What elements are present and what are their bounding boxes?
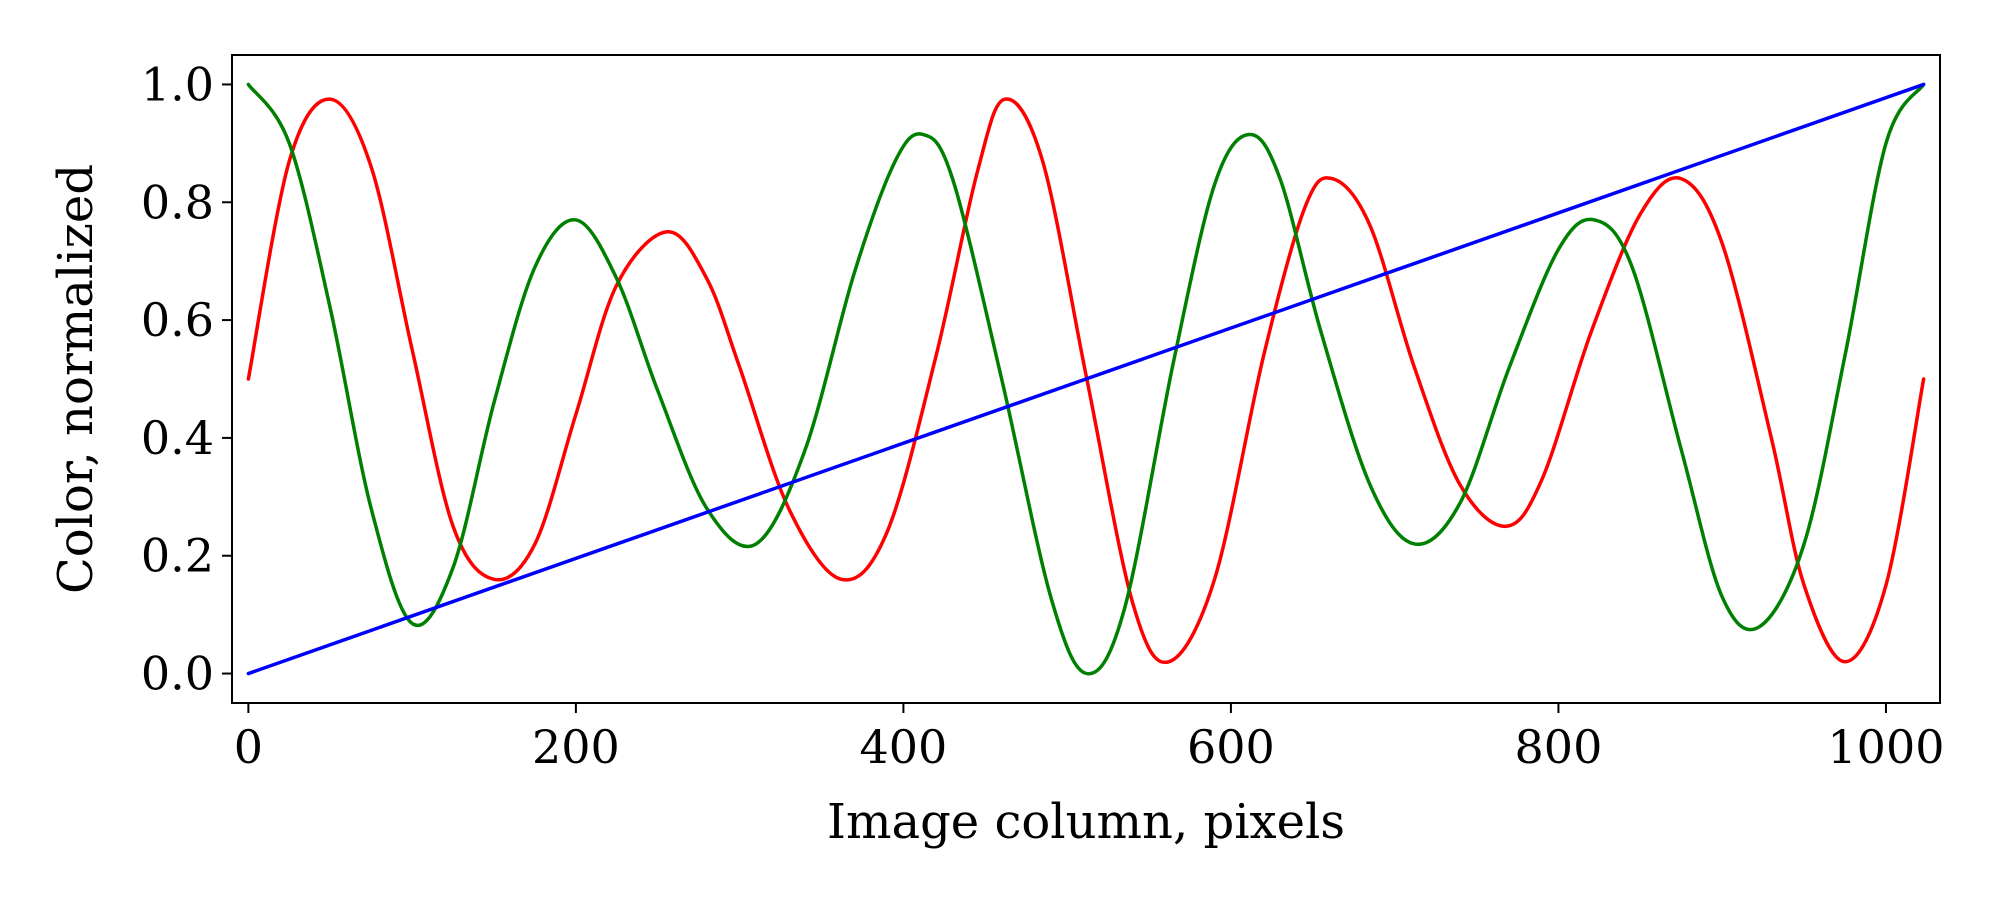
y-tick-label: 0.8: [141, 175, 214, 229]
x-tick-label: 1000: [1827, 720, 1944, 774]
y-tick-label: 0.0: [141, 647, 214, 701]
x-tick-label: 800: [1515, 720, 1603, 774]
green-series-line: [246, 82, 1926, 676]
y-axis-label: Color, normalized: [48, 164, 104, 594]
x-tick-label: 200: [532, 720, 620, 774]
series-layer: [246, 82, 1926, 676]
y-tick-label: 0.2: [141, 529, 214, 583]
x-axis-ticks: 0 200 400 600 800 1000: [234, 703, 1944, 774]
y-axis-ticks: 0.0 0.2 0.4 0.6 0.8 1.0: [141, 57, 232, 701]
y-tick-label: 0.6: [141, 293, 214, 347]
x-tick-label: 600: [1187, 720, 1275, 774]
y-tick-label: 1.0: [141, 57, 214, 111]
y-tick-label: 0.4: [141, 411, 214, 465]
x-tick-label: 0: [234, 720, 263, 774]
x-axis-label: Image column, pixels: [827, 794, 1345, 850]
blue-series-line: [246, 82, 1926, 676]
plot-frame: [231, 54, 1941, 704]
x-tick-label: 400: [860, 720, 948, 774]
